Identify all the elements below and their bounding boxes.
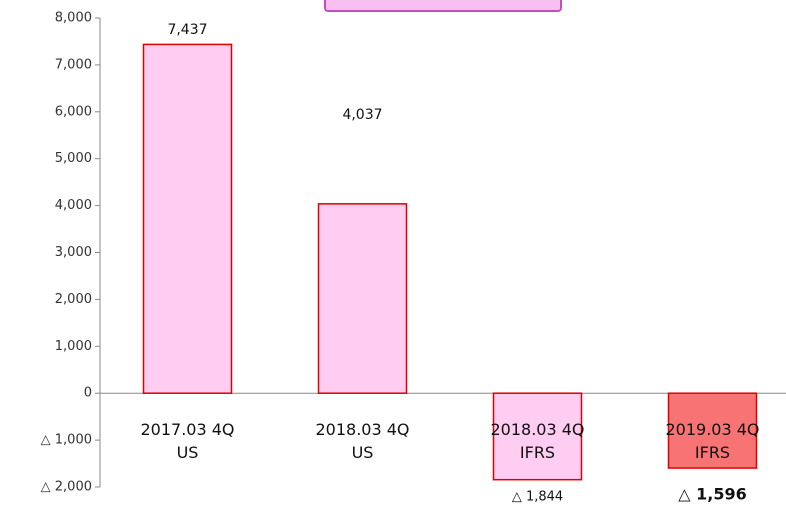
bar — [142, 43, 233, 394]
x-tick-label-line: 2018.03 4Q — [315, 420, 409, 439]
y-tick-label: 0 — [84, 386, 92, 401]
x-tick-label-line: US — [177, 443, 199, 462]
x-tick-label-line: IFRS — [695, 443, 730, 462]
x-tick-label: 2017.03 4Q US — [140, 420, 234, 462]
y-tick-label: 6,000 — [55, 104, 92, 119]
y-tick-label: 3,000 — [55, 245, 92, 260]
y-tick-label: 1,000 — [55, 339, 92, 354]
bar — [492, 392, 583, 481]
x-tick-label: 2018.03 4Q IFRS — [490, 420, 584, 462]
value-label: 7,437 — [167, 22, 207, 38]
value-label: 4,037 — [342, 107, 382, 123]
y-tick-label: 7,000 — [55, 57, 92, 72]
x-tick-label-line: 2018.03 4Q — [490, 420, 584, 439]
x-tick-label: 2018.03 4Q US — [315, 420, 409, 462]
y-tick-label: 4,000 — [55, 198, 92, 213]
x-tick-label: 2019.03 4Q IFRS — [665, 420, 759, 462]
x-tick-label-line: IFRS — [520, 443, 555, 462]
y-tick-label: △ 2,000 — [41, 480, 92, 495]
y-tick-label: 5,000 — [55, 151, 92, 166]
bar — [667, 392, 758, 469]
bar — [317, 203, 408, 394]
legend-box — [324, 0, 562, 12]
value-label: △ 1,844 — [512, 490, 563, 505]
x-tick-label-line: 2019.03 4Q — [665, 420, 759, 439]
y-tick-label: 2,000 — [55, 292, 92, 307]
y-tick-label: 8,000 — [55, 11, 92, 26]
value-label: △ 1,596 — [678, 485, 746, 504]
x-tick-label-line: 2017.03 4Q — [140, 420, 234, 439]
x-tick-label-line: US — [352, 443, 374, 462]
y-tick-label: △ 1,000 — [41, 433, 92, 448]
